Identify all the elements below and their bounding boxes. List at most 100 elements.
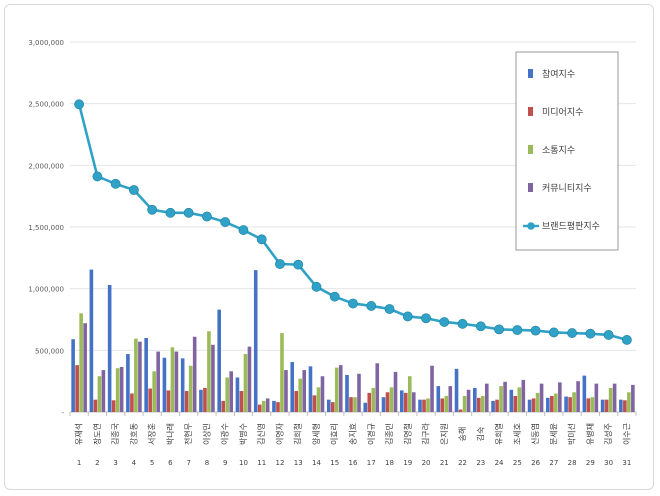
- bar-4-26: [539, 383, 544, 412]
- bar-3-17: [371, 387, 376, 412]
- bar-2-31: [623, 400, 627, 412]
- bar-1-24: [491, 400, 495, 412]
- bar-1-31: [619, 399, 623, 412]
- bar-4-16: [357, 373, 361, 412]
- x-rank-label: 19: [403, 459, 412, 467]
- x-rank-label: 20: [422, 459, 431, 467]
- line-point-26: [530, 325, 541, 336]
- x-category-label: 김신영: [256, 423, 266, 445]
- bar-3-30: [608, 387, 613, 412]
- bar-3-20: [426, 398, 430, 412]
- x-category-label: 김숙: [475, 427, 485, 442]
- bar-4-21: [448, 386, 453, 412]
- bar-1-7: [180, 358, 185, 412]
- bar-3-16: [353, 397, 357, 412]
- bar-2-1: [75, 365, 79, 412]
- bar-1-22: [454, 368, 459, 412]
- bar-2-28: [568, 397, 572, 412]
- bar-3-26: [535, 392, 540, 412]
- bar-2-27: [550, 395, 554, 412]
- line-point-8: [202, 211, 212, 222]
- bar-1-5: [144, 338, 148, 412]
- line-point-30: [603, 330, 614, 340]
- bar-3-29: [590, 397, 595, 412]
- bar-1-1: [71, 339, 75, 412]
- line-point-15: [329, 291, 340, 302]
- line-point-16: [348, 298, 358, 309]
- line-point-20: [421, 313, 431, 324]
- bar-2-17: [367, 392, 372, 412]
- y-tick-label: 3,000,000: [28, 39, 64, 47]
- line-point-11: [256, 234, 267, 245]
- bar-1-29: [582, 375, 587, 412]
- line-point-17: [366, 301, 377, 311]
- line-point-31: [621, 334, 632, 345]
- bar-4-17: [375, 363, 380, 412]
- x-rank-label: 14: [312, 459, 321, 467]
- y-tick-label: 2,500,000: [28, 101, 64, 109]
- bar-1-19: [399, 390, 404, 412]
- bar-3-4: [134, 338, 138, 412]
- bar-3-28: [572, 392, 576, 412]
- x-category-label: 전현무: [183, 423, 193, 445]
- x-category-label: 은지원: [440, 423, 449, 445]
- x-rank-label: 22: [458, 459, 467, 467]
- bar-3-23: [481, 395, 485, 412]
- x-rank-label: 10: [239, 459, 248, 467]
- x-axis: 유재석 1 장도연 2 김종국 3 강호동 4 서장훈 5 박나래 6 전현무 7 이상민 8 이광수 9 박명수 1…: [69, 412, 637, 467]
- line-point-13: [293, 259, 304, 270]
- x-rank-label: 30: [604, 459, 613, 467]
- bar-4-24: [503, 381, 507, 412]
- x-rank-label: 9: [223, 459, 227, 467]
- line-point-3: [110, 178, 121, 189]
- legend-swatch-1: [528, 69, 533, 78]
- legend-label-3: 소통지수: [542, 145, 575, 156]
- bar-2-3: [111, 400, 116, 412]
- x-category-label: 이광수: [220, 423, 230, 445]
- x-rank-label: 3: [113, 459, 117, 467]
- bar-3-25: [517, 387, 522, 412]
- bar-3-7: [188, 365, 193, 412]
- x-category-label: 송해: [457, 427, 467, 442]
- x-rank-label: 13: [294, 459, 303, 467]
- bar-2-8: [203, 387, 207, 412]
- bar-3-8: [207, 331, 211, 412]
- bar-4-6: [174, 351, 179, 412]
- bar-4-23: [485, 383, 489, 412]
- bar-1-28: [564, 396, 568, 412]
- x-category-label: 유재석: [74, 423, 84, 445]
- bar-3-24: [499, 386, 503, 412]
- bar-1-20: [418, 399, 422, 412]
- line-point-24: [494, 324, 504, 335]
- x-category-label: 유병재: [586, 423, 595, 445]
- x-category-label: 김종국: [110, 423, 120, 445]
- line-point-1: [74, 99, 85, 110]
- bar-2-12: [276, 402, 280, 412]
- bar-4-13: [302, 370, 307, 412]
- x-rank-label: 27: [549, 459, 558, 467]
- x-category-label: 김성주: [603, 423, 613, 445]
- bar-3-11: [261, 400, 266, 412]
- bar-1-4: [126, 354, 130, 412]
- legend-label-5: 브랜드평판지수: [542, 221, 600, 232]
- bar-1-30: [600, 399, 605, 412]
- legend-swatch-2: [528, 107, 533, 116]
- bar-4-11: [265, 398, 270, 412]
- line-point-14: [311, 281, 322, 292]
- y-axis: - 500,000 1,000,000 1,500,000 2,000,000 2,500…: [28, 39, 64, 417]
- line-point-12: [275, 259, 285, 269]
- line-point-6: [165, 207, 176, 218]
- bar-3-10: [243, 354, 248, 412]
- x-rank-label: 24: [495, 459, 504, 467]
- bar-3-27: [554, 393, 558, 412]
- bar-4-5: [156, 351, 160, 412]
- bar-2-22: [458, 409, 463, 412]
- bar-1-21: [436, 386, 441, 412]
- bar-1-25: [509, 389, 514, 412]
- bar-2-21: [440, 398, 445, 412]
- bar-2-19: [403, 392, 408, 412]
- bar-4-1: [83, 323, 87, 412]
- bar-2-4: [130, 393, 134, 412]
- bar-1-18: [381, 397, 386, 412]
